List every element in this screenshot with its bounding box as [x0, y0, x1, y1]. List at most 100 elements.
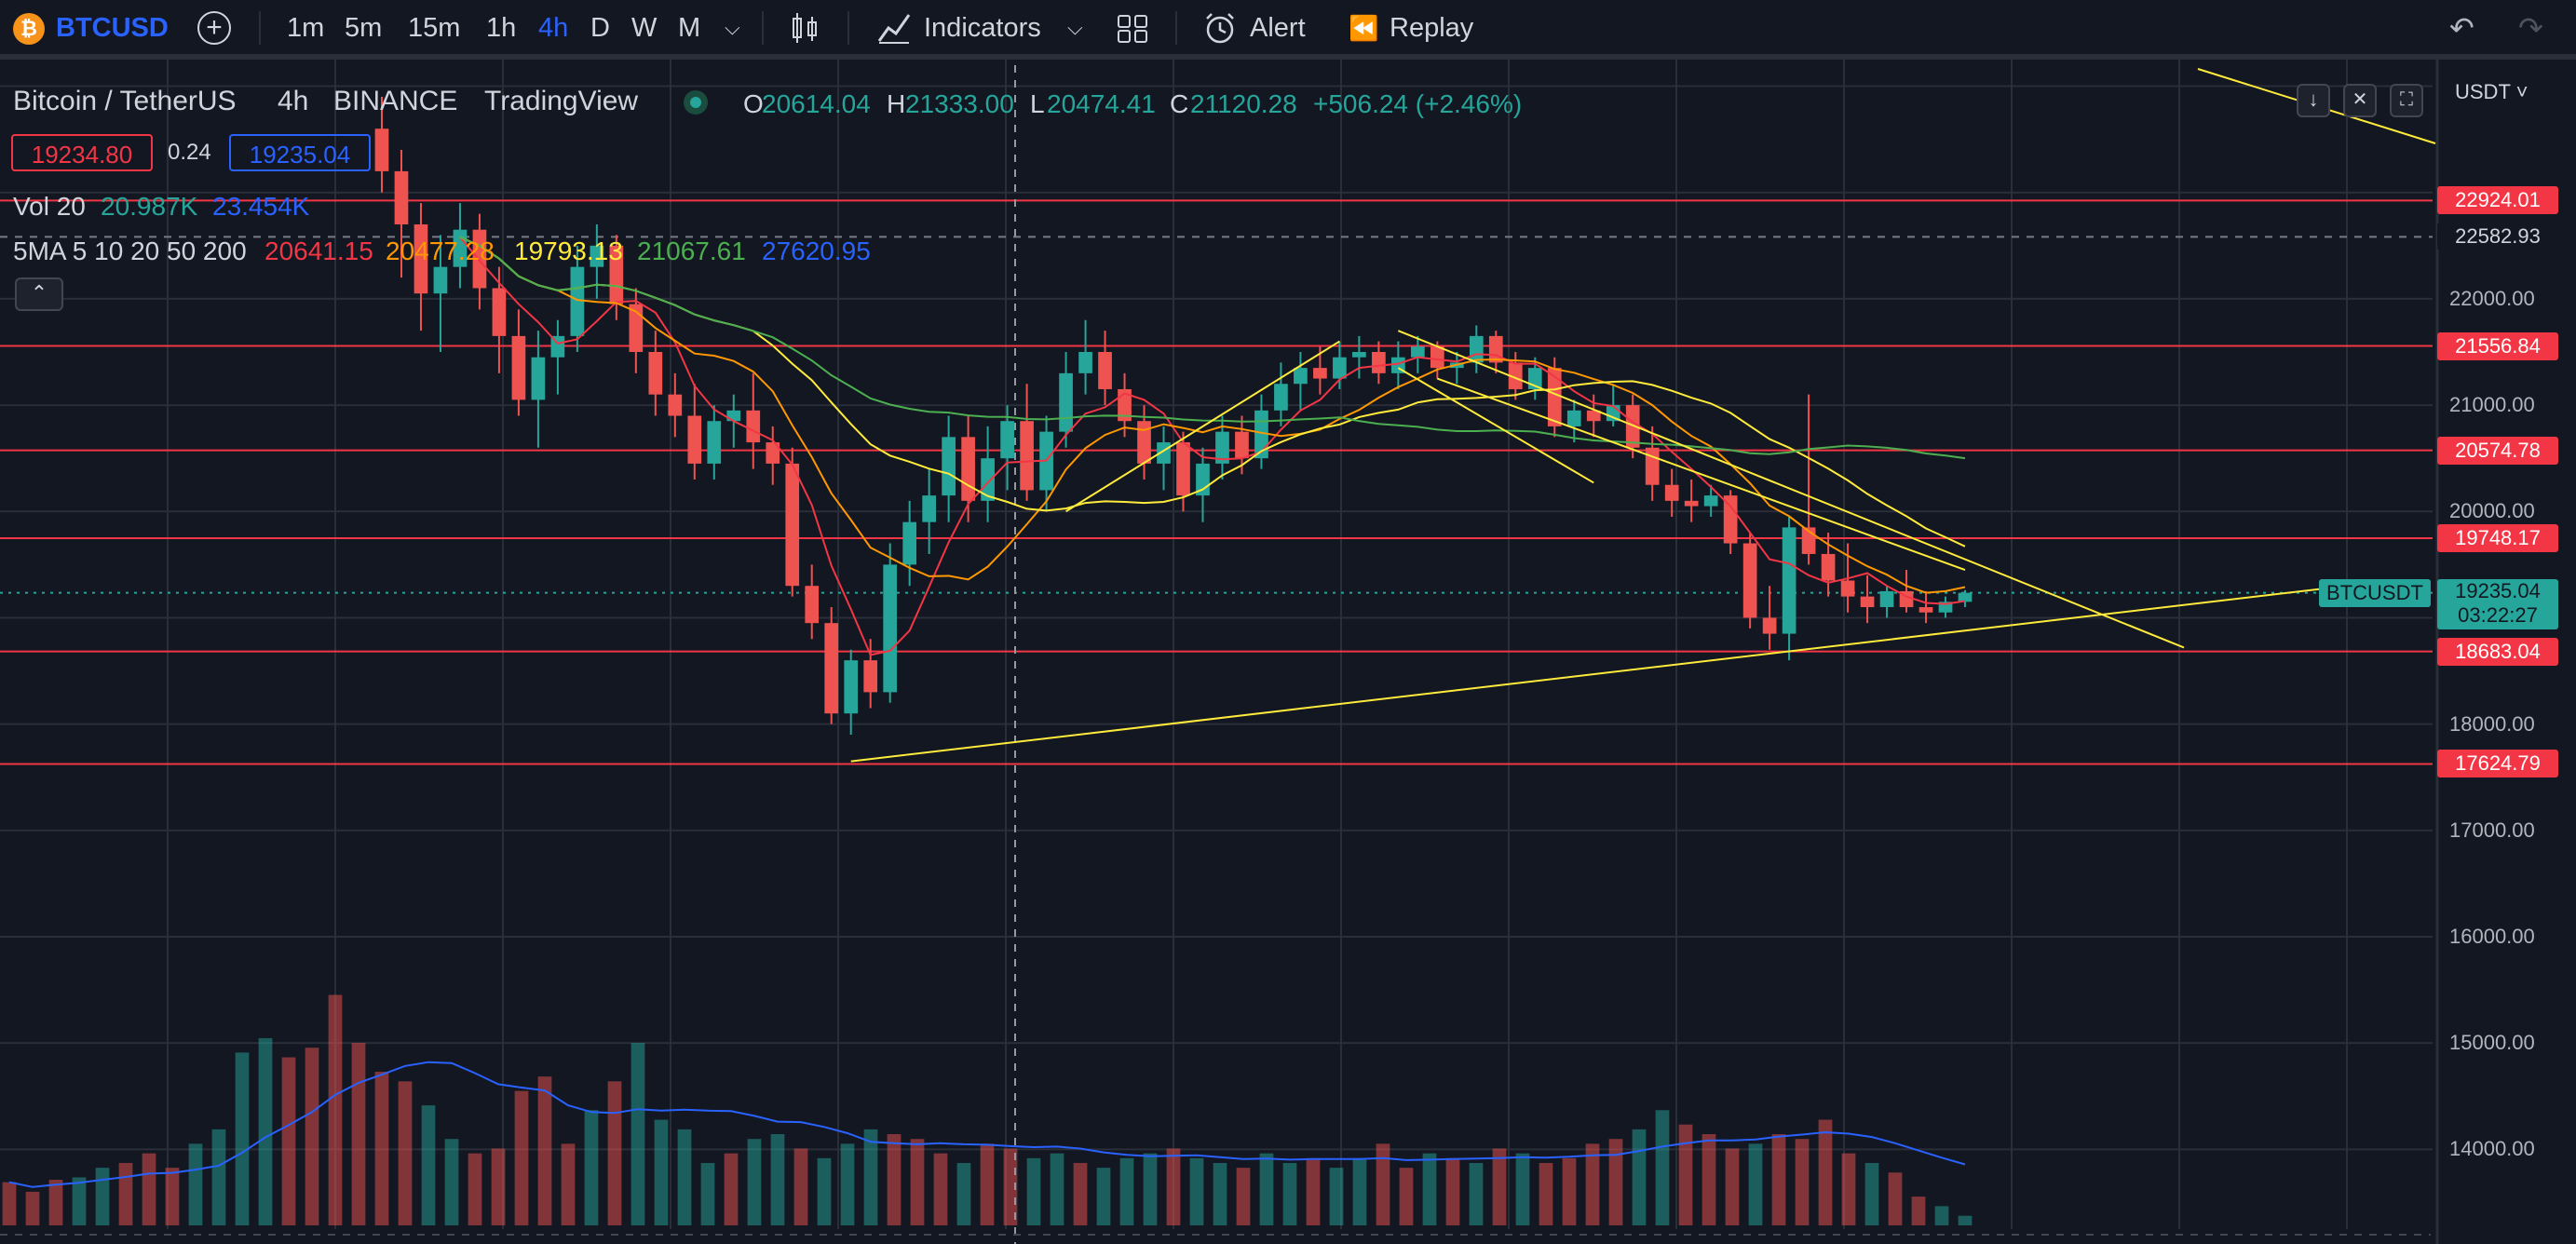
candlesticks	[374, 96, 1973, 736]
moving-average-lines	[459, 236, 1966, 656]
layouts-grid-icon[interactable]	[1116, 0, 1149, 56]
volume-bar	[235, 1052, 250, 1225]
candle-body	[902, 521, 917, 565]
candle-body	[961, 437, 975, 501]
top-toolbar: ₿ BTCUSD + 1m 5m 15m 1h 4h D W M ⌵ Indic…	[0, 0, 2576, 60]
level-price-label: 22924.01	[2437, 186, 2558, 215]
candle-body	[1000, 421, 1014, 459]
last-price-label: 19235.04 03:22:27	[2437, 578, 2558, 629]
interval-w[interactable]: W	[631, 13, 658, 43]
volume-bar	[2, 1182, 17, 1225]
intervals-chevron-down-icon[interactable]: ⌵	[725, 16, 740, 39]
interval-m[interactable]: M	[678, 13, 701, 43]
ma10-value: 20477.28	[386, 237, 495, 265]
buy-price-box[interactable]: 19235.04	[229, 134, 371, 171]
volume-bar	[1166, 1148, 1181, 1225]
alert-clock-icon[interactable]	[1201, 0, 1239, 56]
volume-bar	[817, 1157, 832, 1225]
interval-1h[interactable]: 1h	[486, 13, 517, 43]
volume-bar	[933, 1153, 948, 1225]
interval-15m[interactable]: 15m	[408, 13, 461, 43]
scroll-down-arrow-icon[interactable]: ↓	[2297, 84, 2330, 117]
candle-body	[824, 623, 839, 714]
add-symbol-icon[interactable]: +	[197, 11, 231, 45]
candle-body	[1098, 352, 1112, 389]
volume-bar	[1096, 1168, 1111, 1225]
candle-body	[550, 335, 565, 358]
volume-bar	[25, 1191, 40, 1225]
candle-body	[1938, 602, 1953, 613]
symbol-logo[interactable]: ₿	[13, 13, 45, 45]
candle-body	[805, 586, 820, 624]
volume-bar	[1213, 1162, 1227, 1225]
candle-body	[1352, 352, 1366, 358]
price-tick-label: 14000.00	[2449, 1137, 2535, 1161]
candle-body	[922, 495, 936, 522]
volume-bar	[654, 1119, 669, 1225]
interval-5m[interactable]: 5m	[345, 13, 383, 43]
volume-bar	[1073, 1162, 1088, 1225]
bar-countdown: 03:22:27	[2458, 602, 2538, 627]
candle-body	[707, 421, 722, 464]
fullscreen-icon[interactable]: ⛶	[2390, 84, 2423, 117]
volume-bar	[1608, 1139, 1623, 1225]
volume-bar	[351, 1043, 366, 1225]
ohlc-close: 21120.28	[1190, 89, 1297, 118]
volume-bar	[48, 1180, 63, 1225]
collapse-legend-chevron-up-icon[interactable]: ⌃	[15, 277, 63, 311]
ohlc-high: 21333.00	[905, 89, 1014, 118]
redo-icon[interactable]: ↷	[2518, 11, 2543, 45]
currency-selector[interactable]: USDT ˅	[2455, 80, 2529, 103]
volume-bar	[211, 1129, 226, 1225]
candle-body	[1215, 431, 1229, 464]
volume-bar	[1003, 1148, 1018, 1225]
volume-bar	[1841, 1153, 1856, 1225]
interval-d[interactable]: D	[590, 13, 610, 43]
candle-body	[1782, 527, 1796, 634]
volume-bar	[1864, 1162, 1879, 1225]
legend-source: TradingView	[484, 86, 639, 116]
volume-bar	[1515, 1153, 1530, 1225]
candles-chart-type-icon[interactable]	[788, 0, 821, 56]
volume-bar	[1119, 1157, 1134, 1225]
interval-4h[interactable]: 4h	[538, 13, 569, 43]
separator	[259, 11, 261, 45]
ma-legend-label: 5MA 5 10 20 50 200	[13, 237, 247, 265]
sell-price-box[interactable]: 19234.80	[11, 134, 153, 171]
candle-body	[1274, 384, 1288, 411]
legend-symbol-title[interactable]: Bitcoin / TetherUS	[13, 86, 237, 116]
undo-icon[interactable]: ↶	[2449, 11, 2474, 45]
volume-bar	[491, 1148, 506, 1225]
symbol-search[interactable]: BTCUSD	[56, 13, 169, 43]
volume-bars	[2, 994, 1973, 1225]
volume-bar	[1026, 1157, 1041, 1225]
candle-body	[492, 288, 507, 336]
candle-body	[1176, 442, 1190, 496]
interval-1m[interactable]: 1m	[287, 13, 325, 43]
volume-bar	[72, 1177, 87, 1225]
alert-button[interactable]: Alert	[1250, 13, 1306, 43]
indicators-icon[interactable]	[875, 0, 913, 56]
candle-body	[1137, 421, 1151, 464]
candle-body	[1059, 372, 1073, 432]
price-tick-label: 21000.00	[2449, 393, 2535, 417]
volume-bar	[1562, 1157, 1577, 1225]
candle-body	[1664, 484, 1679, 501]
volume-bar	[1376, 1143, 1390, 1225]
candle-body	[1254, 410, 1268, 459]
volume-bar	[1958, 1215, 1973, 1225]
replay-icon[interactable]: ⏪	[1349, 14, 1379, 42]
collapse-chevrons-icon[interactable]: ✕	[2343, 84, 2377, 117]
candle-body	[883, 564, 898, 693]
candle-body	[1313, 368, 1327, 379]
candle-body	[609, 245, 624, 304]
replay-button[interactable]: Replay	[1390, 13, 1474, 43]
volume-bar	[1282, 1162, 1297, 1225]
candle-body	[648, 352, 663, 395]
candle-body	[590, 245, 604, 267]
volume-bar	[328, 994, 343, 1225]
indicators-chevron-down-icon[interactable]: ⌵	[1067, 16, 1083, 39]
price-tick-label: 15000.00	[2449, 1031, 2535, 1055]
indicators-button[interactable]: Indicators	[924, 13, 1041, 43]
